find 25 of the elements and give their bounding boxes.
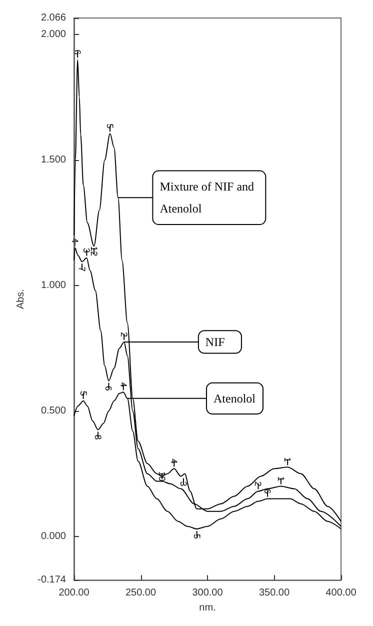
annotation: 5 — [78, 390, 88, 396]
legend-label: Mixture of NIF and Atenolol — [160, 180, 258, 216]
text: NIF — [205, 334, 226, 349]
y-tick-label: -0.174 — [38, 574, 66, 586]
x-axis-title: nm. — [199, 602, 216, 614]
annotation: 4 — [169, 458, 180, 464]
y-tick-label: 0.500 — [40, 405, 66, 416]
x-tick-label: 350.00 — [258, 588, 290, 599]
annotation: 4 — [118, 382, 128, 388]
x-tick-label: 300.00 — [192, 588, 224, 599]
y-tick-label: 1.500 — [40, 154, 66, 166]
annotation: 3 — [178, 481, 188, 486]
annotation: 12 — [89, 246, 100, 256]
x-tick-label: 250.00 — [125, 588, 156, 599]
y-tick-label: 1.000 — [40, 280, 66, 291]
y-tick-label: 0.000 — [40, 530, 66, 542]
annotation: 6 — [262, 488, 273, 494]
annotation: 1 — [282, 457, 293, 462]
y-axis-title: Abs. — [16, 289, 26, 310]
y-tick-label: 2.000 — [40, 29, 66, 40]
text: Atenolol — [214, 391, 256, 406]
x-tick-label: 200.00 — [58, 588, 90, 599]
annotation: 5 — [192, 534, 202, 539]
x-tick-label: 400.00 — [326, 588, 357, 599]
y-tick-label: 2.066 — [40, 12, 66, 24]
